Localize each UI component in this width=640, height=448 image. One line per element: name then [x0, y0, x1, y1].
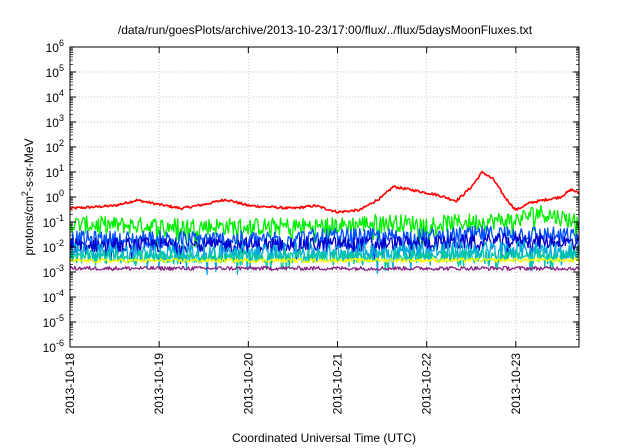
y-axis-label-main: protons/cm — [22, 196, 36, 255]
x-tick-label: 2013-10-19 — [152, 353, 166, 415]
x-tick-label: 2013-10-21 — [331, 353, 345, 415]
series-line-7 — [69, 257, 580, 264]
x-tick-label: 2013-10-23 — [509, 353, 523, 415]
y-tick-label: 105 — [46, 63, 64, 80]
y-tick-label: 100 — [46, 188, 64, 205]
y-tick-label: 104 — [46, 88, 64, 105]
y-tick-label: 10-4 — [43, 288, 64, 305]
chart-title: /data/run/goesPlots/archive/2013-10-23/1… — [118, 23, 533, 37]
x-tick-labels: 2013-10-18 2013-10-19 2013-10-20 2013-10-21… — [63, 353, 523, 415]
y-tick-label: 10-6 — [43, 338, 64, 355]
y-tick-label: 101 — [46, 163, 64, 180]
y-tick-label: 106 — [46, 38, 64, 55]
y-tick-labels: 10-6 10-5 10-4 10-3 10-2 10-1 100 101 102 103 104 1… — [43, 38, 64, 355]
y-tick-label: 103 — [46, 113, 64, 130]
y-tick-label: 10-1 — [43, 213, 64, 230]
x-axis-label: Coordinated Universal Time (UTC) — [232, 431, 416, 445]
y-axis-label: protons/cm2-s-sr-MeV — [20, 138, 36, 255]
x-tick-label: 2013-10-18 — [63, 353, 77, 415]
ticks — [69, 46, 579, 348]
series-line-2 — [69, 204, 580, 250]
y-axis-label-rest: -s-sr-MeV — [22, 138, 36, 191]
series-line-1 — [69, 170, 580, 214]
y-tick-label: 102 — [46, 138, 64, 155]
series-layer — [69, 170, 580, 276]
y-axis-label-sup: 2 — [20, 191, 30, 196]
y-tick-label: 10-3 — [43, 263, 64, 280]
grid — [70, 47, 579, 347]
x-tick-label: 2013-10-22 — [420, 353, 434, 415]
y-tick-label: 10-5 — [43, 313, 64, 330]
series-line-4 — [69, 232, 580, 265]
x-tick-label: 2013-10-20 — [241, 353, 255, 415]
series-line-8 — [69, 265, 580, 271]
y-tick-label: 10-2 — [43, 238, 64, 255]
